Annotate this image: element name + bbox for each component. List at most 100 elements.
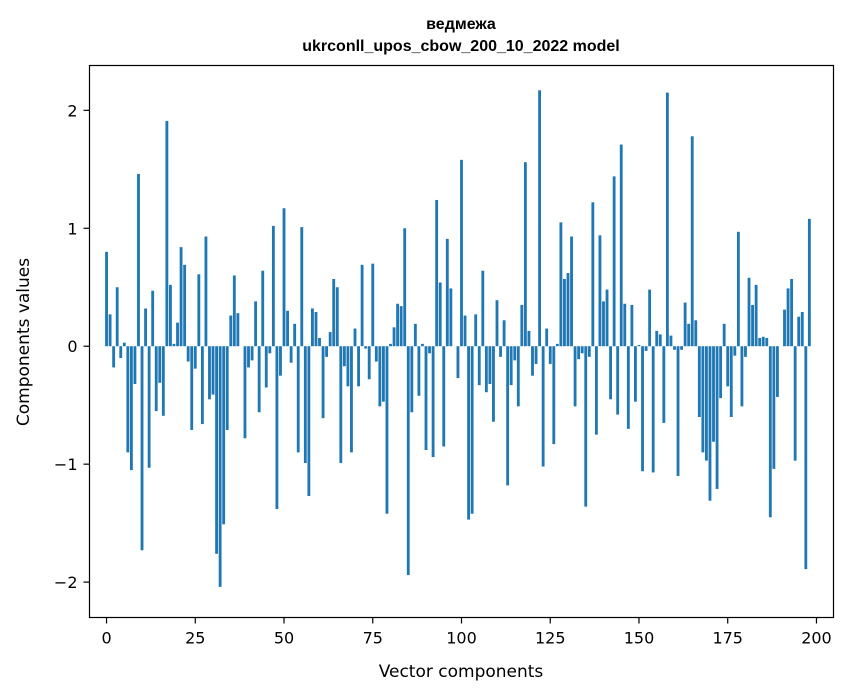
bar-25 [193,346,197,369]
bar-62 [325,346,329,357]
bar-1 [108,314,112,347]
bar-174 [722,323,726,347]
bar-130 [566,273,570,347]
x-tick-label: 100 [446,629,477,648]
bar-9 [137,174,140,347]
bar-87 [413,323,417,347]
y-tick-label: −1 [54,455,78,474]
bar-78 [381,346,385,402]
bar-183 [754,284,758,347]
bar-101 [463,315,467,347]
bar-145 [619,144,623,347]
bar-104 [474,314,478,347]
bar-70 [353,328,357,347]
bar-119 [527,330,531,347]
bar-129 [563,278,566,347]
x-axis-ticks: 0 25 50 75 100 125 150 175 200 [101,617,832,648]
x-tick-label: 0 [101,629,111,648]
bar-103 [470,346,474,514]
bar-2 [112,346,116,368]
bar-77 [378,346,382,407]
bar-85 [406,346,410,576]
bar-32 [218,346,222,587]
bar-0 [105,251,108,347]
bar-122 [538,90,542,347]
bar-63 [328,332,332,347]
bar-43 [257,346,261,413]
chart-title-line1: ведмежа [426,16,496,33]
bar-180 [744,346,747,357]
bar-21 [179,247,183,347]
bar-36 [232,275,236,347]
bar-73 [364,346,368,349]
bar-172 [715,346,719,489]
bar-61 [321,346,325,419]
bar-19 [172,343,176,347]
bar-134 [580,346,584,354]
bar-106 [481,270,485,347]
bar-80 [389,343,392,347]
bar-59 [314,312,318,347]
bar-55 [300,227,304,347]
bar-100 [460,159,463,347]
bar-198 [807,218,811,347]
bar-12 [147,346,151,468]
x-tick-label: 125 [535,629,566,648]
bar-176 [729,346,733,417]
bar-196 [800,312,804,347]
y-tick-label: 0 [67,337,77,356]
bar-132 [573,346,577,407]
bar-76 [374,346,378,362]
bar-146 [623,303,627,347]
bar-66 [339,346,343,463]
bar-7 [129,346,133,471]
bar-105 [477,346,481,386]
bar-46 [268,346,272,354]
bar-72 [360,264,364,347]
bar-126 [552,346,556,445]
bar-31 [215,346,218,554]
bar-179 [740,346,744,407]
bar-151 [641,346,644,472]
bar-158 [665,92,669,347]
bar-169 [705,346,708,461]
bar-13 [151,290,155,347]
bar-186 [765,337,769,347]
bar-28 [204,236,208,347]
bar-15 [158,346,162,383]
bar-178 [736,231,740,347]
bar-173 [719,346,723,399]
y-axis-label: Components values [14,258,34,426]
bar-118 [523,162,527,347]
bar-168 [701,346,705,453]
bar-142 [609,346,612,400]
x-tick-label: 175 [712,629,743,648]
bar-162 [680,346,683,350]
bar-161 [676,346,680,476]
x-tick-label: 25 [185,629,205,648]
bar-97 [449,288,453,347]
bar-75 [371,263,375,347]
bar-147 [626,346,630,429]
bar-71 [357,346,360,387]
x-tick-label: 50 [274,629,294,648]
bar-6 [126,346,130,453]
bar-140 [602,301,605,347]
y-tick-label: 2 [67,101,77,120]
bar-154 [651,346,655,473]
bar-53 [293,323,297,347]
bar-148 [630,304,634,347]
bar-163 [683,302,687,347]
bar-99 [456,346,460,379]
bar-96 [445,238,449,347]
bar-33 [222,346,226,525]
bar-110 [495,300,499,347]
bar-3 [115,287,119,347]
bar-74 [367,346,371,380]
bar-5 [122,342,126,347]
bar-83 [399,306,403,347]
y-tick-label: −2 [54,573,78,592]
bar-184 [758,337,762,347]
bar-133 [577,346,581,360]
